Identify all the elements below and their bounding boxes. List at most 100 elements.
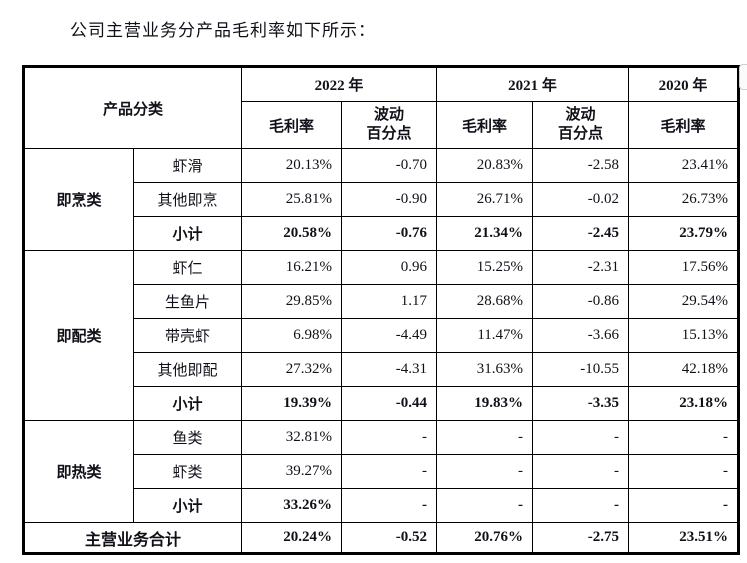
category-ready-to-heat: 即热类 [23, 420, 134, 523]
margin-2021-cell: - [436, 454, 534, 489]
margin-2020-cell: 17.56% [628, 250, 740, 285]
margin-2022-cell: 25.81% [241, 182, 343, 217]
scrollbar-fragment[interactable] [739, 64, 747, 90]
margin-2022-cell: 16.21% [241, 250, 343, 285]
header-year-2021: 2021 年 [436, 66, 630, 102]
subtotal-label: 小计 [132, 216, 243, 251]
header-margin-2020: 毛利率 [628, 101, 740, 149]
fluct-2021-cell: - [532, 488, 630, 523]
fluct-2022-cell: - [341, 454, 438, 489]
total-label: 主营业务合计 [22, 522, 243, 554]
fluct-2022-cell: -4.49 [341, 318, 438, 353]
product-cell: 生鱼片 [132, 284, 243, 319]
table-row: 其他即烹 25.81% -0.90 26.71% -0.02 26.73% [24, 182, 740, 217]
subtotal-row: 小计 20.58% -0.76 21.34% -2.45 23.79% [24, 216, 740, 251]
header-margin-2021: 毛利率 [436, 101, 534, 149]
fluct-2021-cell: -0.86 [532, 284, 630, 319]
table-row: 带壳虾 6.98% -4.49 11.47% -3.66 15.13% [24, 318, 740, 353]
margin-2020-cell: 15.13% [628, 318, 740, 353]
fluct-2021-cell: -2.58 [532, 148, 630, 183]
header-fluct-2022: 波动 百分点 [341, 101, 438, 149]
total-row: 主营业务合计 20.24% -0.52 20.76% -2.75 23.51% [22, 522, 740, 554]
margin-2021-cell: - [436, 488, 534, 523]
fluct-2021-cell: -2.45 [532, 216, 630, 251]
subtotal-row: 小计 33.26% - - - - [24, 488, 740, 523]
margin-2021-cell: 28.68% [436, 284, 534, 319]
header-fluct-line1: 波动 [374, 106, 405, 123]
margin-2022-cell: 20.13% [241, 148, 343, 183]
fluct-2022-cell: -0.44 [341, 386, 438, 421]
margin-2022-cell: 20.24% [241, 522, 343, 554]
fluct-2021-cell: -10.55 [532, 352, 630, 387]
fluct-2022-cell: -0.52 [341, 522, 438, 554]
table-row: 即热类 鱼类 32.81% - - - - [23, 420, 740, 523]
margin-2022-cell: 20.58% [241, 216, 343, 251]
header-fluct-line2: 百分点 [366, 126, 412, 142]
gross-margin-table: 产品分类 2022 年 2021 年 2020 年 毛利率 波动 百分点 毛利率… [22, 65, 741, 555]
margin-2021-cell: 15.25% [436, 250, 534, 285]
fluct-2022-cell: -0.90 [341, 182, 438, 217]
margin-2021-cell: 11.47% [436, 318, 534, 353]
margin-2021-cell: 21.34% [436, 216, 534, 251]
margin-2020-cell: - [628, 488, 740, 523]
table-row: 即配类 虾仁 16.21% 0.96 15.25% -2.31 17.56% [23, 250, 740, 421]
subtotal-label: 小计 [132, 386, 243, 421]
category-ready-to-cook: 即烹类 [23, 148, 134, 251]
fluct-2022-cell: 1.17 [341, 284, 438, 319]
header-fluct-line2: 百分点 [558, 126, 604, 142]
margin-2021-cell: 20.76% [436, 522, 534, 554]
header-year-2022: 2022 年 [241, 66, 438, 102]
header-year-2020: 2020 年 [628, 66, 740, 102]
product-cell: 虾滑 [132, 148, 243, 183]
fluct-2021-cell: - [532, 454, 630, 489]
product-cell: 其他即烹 [132, 182, 243, 217]
table-row: 生鱼片 29.85% 1.17 28.68% -0.86 29.54% [24, 284, 740, 319]
fluct-2021-cell: -3.35 [532, 386, 630, 421]
margin-2022-cell: 29.85% [241, 284, 343, 319]
fluct-2022-cell: -0.70 [341, 148, 438, 183]
header-fluct-2021: 波动 百分点 [532, 101, 630, 149]
margin-2021-cell: - [436, 420, 534, 455]
margin-2022-cell: 19.39% [241, 386, 343, 421]
margin-2020-cell: 29.54% [628, 284, 740, 319]
product-cell: 其他即配 [132, 352, 243, 387]
fluct-2022-cell: -0.76 [341, 216, 438, 251]
header-margin-2022: 毛利率 [241, 101, 343, 149]
margin-2022-cell: 27.32% [241, 352, 343, 387]
margin-2020-cell: 23.51% [628, 522, 740, 554]
margin-2020-cell: 26.73% [628, 182, 740, 217]
margin-2021-cell: 19.83% [436, 386, 534, 421]
margin-2020-cell: - [628, 454, 740, 489]
margin-2020-cell: 23.41% [628, 148, 740, 183]
margin-2020-cell: 42.18% [628, 352, 740, 387]
product-cell: 鱼类 [132, 420, 243, 455]
margin-2022-cell: 39.27% [241, 454, 343, 489]
table-row: 其他即配 27.32% -4.31 31.63% -10.55 42.18% [24, 352, 740, 387]
header-product-class: 产品分类 [22, 66, 243, 149]
margin-2022-cell: 32.81% [241, 420, 343, 455]
product-cell: 虾仁 [132, 250, 243, 285]
subtotal-label: 小计 [132, 488, 243, 523]
margin-2020-cell: 23.18% [628, 386, 740, 421]
fluct-2021-cell: - [532, 420, 630, 455]
table-row: 即烹类 虾滑 20.13% -0.70 20.83% -2.58 23.41% [23, 148, 740, 251]
fluct-2021-cell: -3.66 [532, 318, 630, 353]
margin-2021-cell: 20.83% [436, 148, 534, 183]
margin-2021-cell: 26.71% [436, 182, 534, 217]
page-title: 公司主营业务分产品毛利率如下所示： [70, 21, 376, 40]
margin-2022-cell: 33.26% [241, 488, 343, 523]
header-fluct-line1: 波动 [565, 106, 596, 123]
margin-2022-cell: 6.98% [241, 318, 343, 353]
fluct-2022-cell: 0.96 [341, 250, 438, 285]
category-ready-to-prepare: 即配类 [23, 250, 134, 421]
margin-2021-cell: 31.63% [436, 352, 534, 387]
fluct-2022-cell: - [341, 420, 438, 455]
fluct-2022-cell: - [341, 488, 438, 523]
margin-2020-cell: - [628, 420, 740, 455]
fluct-2022-cell: -4.31 [341, 352, 438, 387]
fluct-2021-cell: -2.31 [532, 250, 630, 285]
fluct-2021-cell: -0.02 [532, 182, 630, 217]
fluct-2021-cell: -2.75 [532, 522, 630, 554]
margin-2020-cell: 23.79% [628, 216, 740, 251]
product-cell: 虾类 [132, 454, 243, 489]
